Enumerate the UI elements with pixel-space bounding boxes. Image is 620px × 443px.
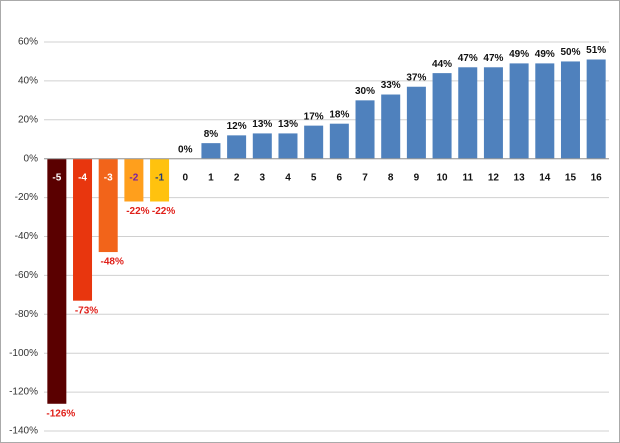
x-tick-label: 16	[591, 172, 603, 183]
x-tick-label: 3	[260, 172, 266, 183]
bar	[304, 125, 324, 159]
value-label: 0%	[178, 144, 193, 155]
value-label: 13%	[278, 119, 298, 130]
bar	[483, 67, 503, 159]
bar	[458, 67, 478, 159]
bar	[124, 158, 144, 202]
x-tick-label: 7	[362, 172, 368, 183]
x-tick-label: 5	[311, 172, 317, 183]
bar	[535, 63, 555, 159]
bar	[47, 158, 67, 404]
bar	[355, 100, 375, 159]
x-tick-label: -3	[104, 172, 113, 183]
bar	[432, 73, 452, 159]
value-label: 13%	[252, 119, 272, 130]
value-label: 37%	[406, 72, 426, 83]
bar	[150, 158, 170, 202]
bar	[560, 61, 580, 159]
value-label: 44%	[432, 59, 452, 70]
y-tick-label: 20%	[18, 114, 38, 125]
bar	[227, 135, 247, 159]
value-label: 49%	[509, 49, 529, 60]
x-tick-label: 4	[285, 172, 291, 183]
bar	[98, 158, 118, 253]
x-tick-label: 9	[414, 172, 420, 183]
x-tick-label: 15	[565, 172, 577, 183]
y-tick-label: 40%	[18, 76, 38, 87]
value-label: 51%	[586, 45, 606, 56]
bar	[278, 133, 298, 159]
value-label: 50%	[560, 47, 580, 58]
value-label: 47%	[483, 53, 503, 64]
y-tick-label: -60%	[15, 270, 38, 281]
y-tick-label: -120%	[9, 387, 38, 398]
x-tick-label: 1	[208, 172, 214, 183]
bar	[201, 143, 221, 159]
value-label: -73%	[75, 305, 98, 316]
value-label: -22%	[126, 206, 149, 217]
x-tick-label: 11	[462, 172, 473, 183]
y-tick-label: -100%	[9, 348, 38, 359]
x-tick-label: 0	[182, 172, 188, 183]
value-label: 8%	[204, 129, 219, 140]
y-tick-label: -20%	[15, 192, 38, 203]
value-label: 17%	[304, 111, 324, 122]
x-tick-label: 2	[234, 172, 240, 183]
bar	[381, 94, 401, 159]
y-tick-label: -40%	[15, 231, 38, 242]
value-label: -22%	[152, 206, 175, 217]
value-label: 49%	[535, 49, 555, 60]
value-label: 12%	[227, 121, 247, 132]
bar	[252, 133, 272, 159]
value-label: -48%	[101, 257, 124, 268]
y-tick-label: 0%	[24, 153, 39, 164]
x-tick-label: -2	[129, 172, 138, 183]
x-tick-label: 14	[539, 172, 551, 183]
bar	[329, 123, 349, 159]
y-tick-label: -140%	[9, 426, 38, 437]
y-tick-label: 60%	[18, 37, 38, 48]
x-tick-label: -4	[78, 172, 87, 183]
value-label: 18%	[329, 109, 349, 120]
x-tick-label: 6	[337, 172, 343, 183]
x-tick-label: 12	[488, 172, 500, 183]
bar	[586, 59, 606, 159]
value-label: -126%	[46, 408, 75, 419]
bar	[509, 63, 529, 159]
x-tick-label: 13	[514, 172, 526, 183]
y-tick-label: -80%	[15, 309, 38, 320]
value-label: 47%	[458, 53, 478, 64]
x-tick-label: -5	[52, 172, 61, 183]
value-label: 33%	[381, 80, 401, 91]
x-tick-label: -1	[155, 172, 164, 183]
value-label: 30%	[355, 86, 375, 97]
x-tick-label: 8	[388, 172, 394, 183]
bar	[406, 86, 426, 159]
x-tick-label: 10	[437, 172, 449, 183]
bar	[73, 158, 93, 301]
